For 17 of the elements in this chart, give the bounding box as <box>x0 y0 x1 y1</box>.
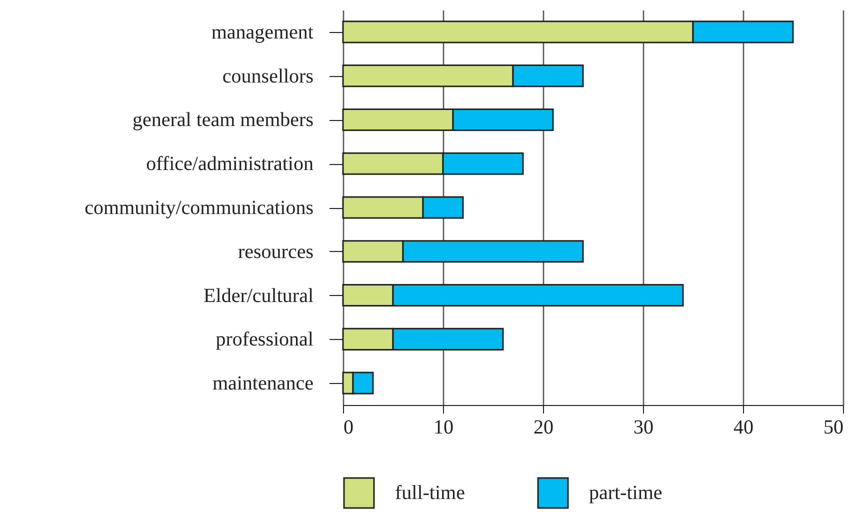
legend-label: full-time <box>395 482 466 504</box>
y-tick-label: general team members <box>132 109 314 132</box>
x-tick-label: 40 <box>734 416 754 438</box>
y-tick-label: management <box>211 21 314 44</box>
x-tick-label: 20 <box>534 416 554 438</box>
x-tick-label: 50 <box>824 416 844 438</box>
y-tick-label: professional <box>216 328 314 351</box>
y-tick-label: office/administration <box>146 153 314 176</box>
x-tick-label: 0 <box>344 416 354 438</box>
y-tick-label: community/communications <box>84 197 314 219</box>
y-tick-label: maintenance <box>212 372 314 395</box>
y-tick-label: resources <box>238 240 314 263</box>
x-tick-label: 30 <box>634 416 654 438</box>
y-tick-label: Elder/cultural <box>204 284 314 307</box>
x-tick-label: 10 <box>434 416 454 438</box>
legend-label: part-time <box>589 482 662 504</box>
y-tick-label: counsellors <box>222 65 314 88</box>
